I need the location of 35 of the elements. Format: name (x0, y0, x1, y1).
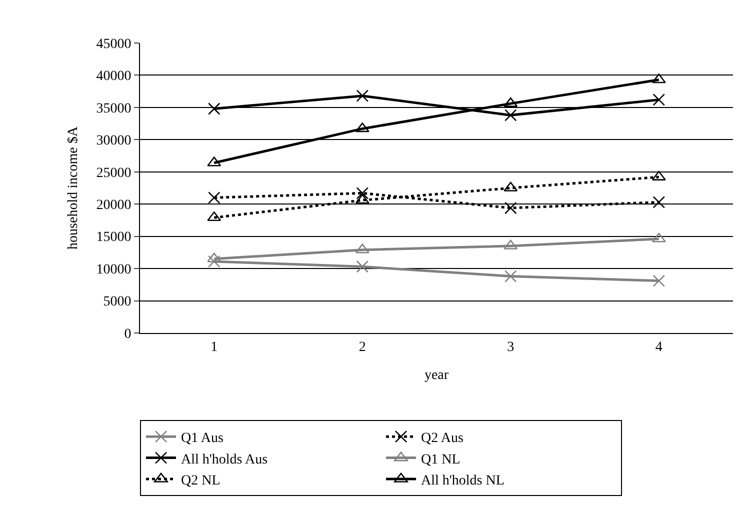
point (504, 202, 517, 214)
legend-label: All h'holds NL (421, 473, 504, 488)
point (504, 109, 517, 122)
y-tick-label: 45000 (96, 36, 132, 52)
point (208, 255, 220, 268)
legend-label: Q2 Aus (421, 431, 464, 446)
point (652, 94, 666, 106)
y-axis-title: household income $A (66, 126, 81, 250)
y-tick-label: 30000 (96, 134, 132, 149)
y-tick-label: 5000 (103, 294, 132, 310)
x-axis-title: year (424, 368, 449, 384)
point (208, 102, 220, 115)
point (207, 211, 222, 222)
y-tick-label: 35000 (96, 101, 132, 116)
x-tick-label: 2 (358, 340, 366, 355)
point (504, 270, 517, 282)
legend-label: Q2 NL (181, 473, 220, 488)
y-tick-label: 10000 (96, 262, 132, 278)
legend-label: Q1 NL (421, 452, 460, 468)
point (356, 90, 369, 102)
legend-label: Q1 Aus (181, 431, 224, 446)
x-tick-label: 1 (210, 340, 218, 355)
point (652, 196, 666, 208)
point (356, 260, 369, 273)
y-tick-label: 40000 (96, 69, 132, 84)
y-tick-label: 20000 (96, 198, 132, 214)
point (652, 274, 666, 287)
x-tick-label: 3 (507, 340, 514, 355)
y-tick-label: 15000 (96, 230, 132, 246)
x-tick-label: 4 (655, 340, 662, 355)
legend-label: All h'holds Aus (181, 452, 268, 468)
point (208, 192, 220, 204)
y-tick-label: 0 (124, 326, 132, 342)
point (356, 187, 369, 200)
y-tick-label: 25000 (96, 166, 132, 181)
